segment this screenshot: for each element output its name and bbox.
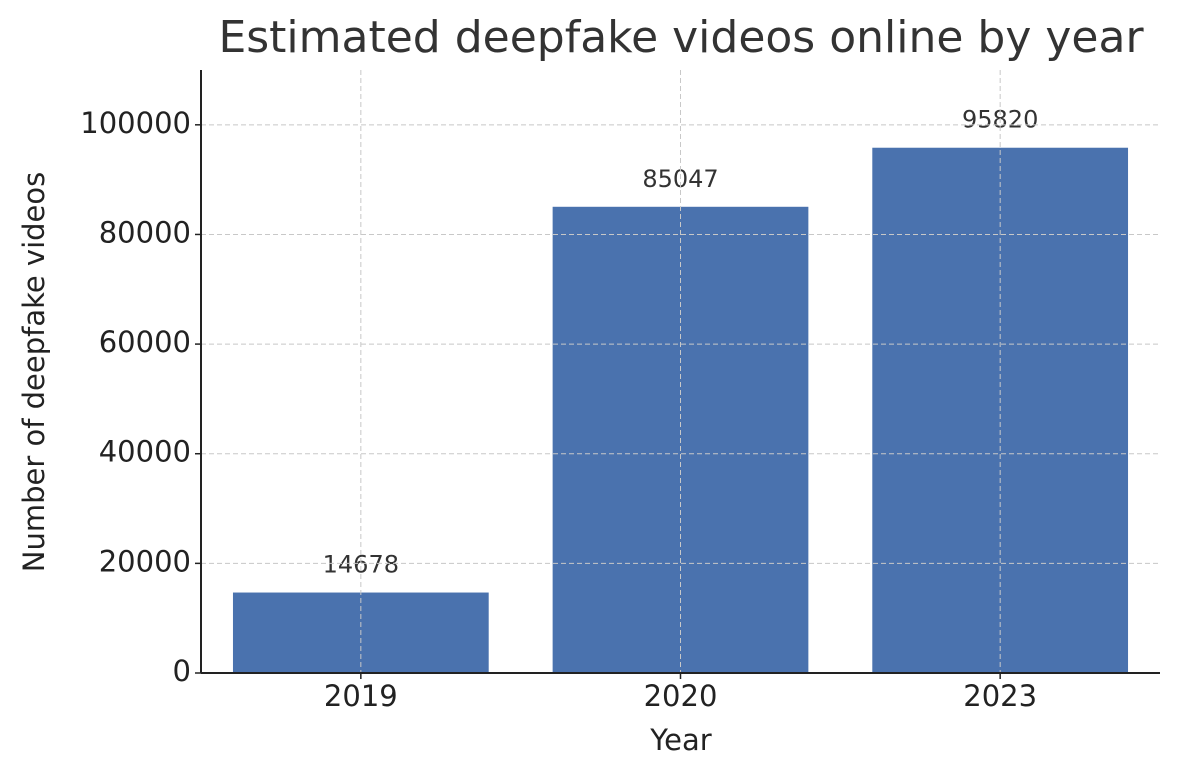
x-tick-label: 2023 <box>963 679 1037 713</box>
y-tick-label: 0 <box>173 654 191 688</box>
x-axis-label: Year <box>649 723 711 757</box>
y-axis-label: Number of deepfake videos <box>17 172 51 573</box>
x-tick-label: 2020 <box>644 679 718 713</box>
value-label: 14678 <box>323 551 399 579</box>
y-tick-label: 60000 <box>99 325 191 359</box>
y-tick-label: 20000 <box>99 544 191 578</box>
y-tick-label: 80000 <box>99 215 191 249</box>
x-tick-label: 2019 <box>324 679 398 713</box>
y-tick-label: 40000 <box>99 435 191 469</box>
chart-title: Estimated deepfake videos online by year <box>218 12 1144 63</box>
y-tick-label: 100000 <box>80 106 191 140</box>
